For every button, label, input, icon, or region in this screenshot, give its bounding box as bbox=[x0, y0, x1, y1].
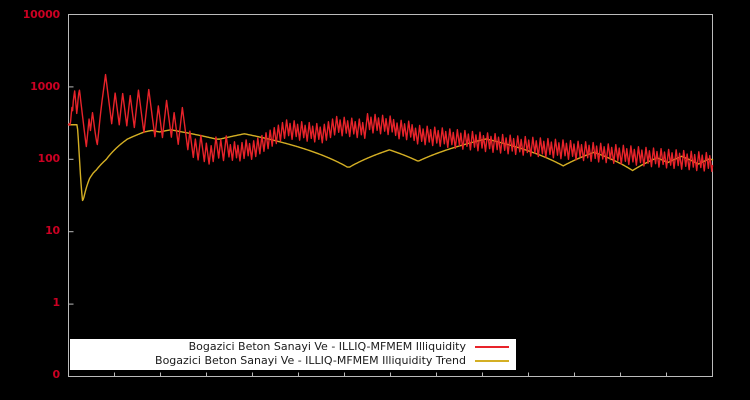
ytick-label-10: 10 bbox=[45, 224, 60, 237]
ytick-label-100: 100 bbox=[37, 152, 61, 165]
series-layer bbox=[67, 73, 714, 202]
ytick-label-1000: 1000 bbox=[30, 80, 60, 93]
legend-entry-illiquidity: Bogazici Beton Sanayi Ve - ILLIQ-MFMEM I… bbox=[71, 340, 515, 354]
legend-label-illiquidity-trend: Bogazici Beton Sanayi Ve - ILLIQ-MFMEM I… bbox=[155, 354, 466, 367]
ytick-label-0: 0 bbox=[52, 368, 61, 381]
legend-entry-illiquidity-trend: Bogazici Beton Sanayi Ve - ILLIQ-MFMEM I… bbox=[71, 354, 515, 368]
x-axis-ticks bbox=[114, 372, 667, 377]
series-line bbox=[67, 73, 714, 173]
legend-label-illiquidity: Bogazici Beton Sanayi Ve - ILLIQ-MFMEM I… bbox=[188, 340, 466, 353]
chart-legend: Bogazici Beton Sanayi Ve - ILLIQ-MFMEM I… bbox=[70, 339, 516, 370]
ytick-label-1: 1 bbox=[52, 296, 61, 309]
ytick-label-10000: 10000 bbox=[22, 8, 60, 21]
legend-swatch-illiquidity-trend bbox=[475, 360, 509, 362]
y-axis-ticks bbox=[68, 14, 74, 377]
legend-swatch-illiquidity bbox=[475, 346, 509, 348]
